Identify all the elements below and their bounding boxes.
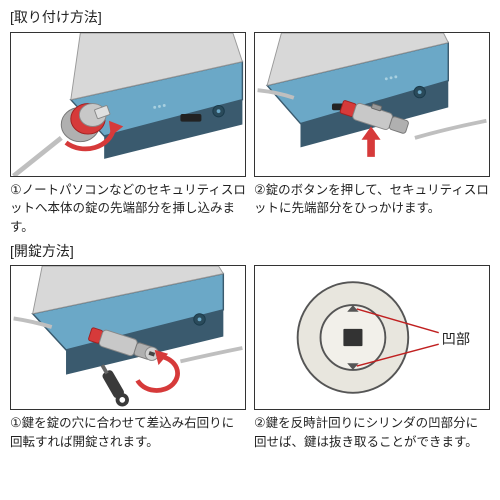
text-1-1: ノートパソコンなどのセキュリティスロットへ本体の錠の先端部分を挿し込みます。 [10, 183, 246, 234]
panel-1-1 [10, 32, 246, 177]
caption-2-1: ①鍵を錠の穴に合わせて差込み右回りに回転すれば開錠されます。 [10, 414, 246, 451]
num-1-1: ① [10, 182, 22, 197]
text-1-2: 錠のボタンを押して、セキュリティスロットに先端部分をひっかけます。 [254, 183, 489, 216]
cell-1-1: ①ノートパソコンなどのセキュリティスロットへ本体の錠の先端部分を挿し込みます。 [10, 32, 246, 236]
section1-row: ①ノートパソコンなどのセキュリティスロットへ本体の錠の先端部分を挿し込みます。 [10, 32, 490, 236]
panel-2-1 [10, 265, 246, 410]
cell-2-1: ①鍵を錠の穴に合わせて差込み右回りに回転すれば開錠されます。 [10, 265, 246, 451]
num-2-1: ① [10, 415, 22, 430]
num-1-2: ② [254, 182, 266, 197]
cell-1-2: ②錠のボタンを押して、セキュリティスロットに先端部分をひっかけます。 [254, 32, 490, 236]
text-2-1: 鍵を錠の穴に合わせて差込み右回りに回転すれば開錠されます。 [10, 416, 234, 449]
cell-2-2: 凹部 ②鍵を反時計回りにシリンダの凹部分に回せば、鍵は抜き取ることができます。 [254, 265, 490, 451]
text-2-2: 鍵を反時計回りにシリンダの凹部分に回せば、鍵は抜き取ることができます。 [254, 416, 478, 449]
num-2-2: ② [254, 415, 266, 430]
panel-2-2: 凹部 [254, 265, 490, 410]
section1-title: [取り付け方法] [10, 8, 490, 28]
caption-1-2: ②錠のボタンを押して、セキュリティスロットに先端部分をひっかけます。 [254, 181, 490, 218]
caption-1-1: ①ノートパソコンなどのセキュリティスロットへ本体の錠の先端部分を挿し込みます。 [10, 181, 246, 236]
panel-1-2 [254, 32, 490, 177]
section2-title: [開錠方法] [10, 242, 490, 262]
caption-2-2: ②鍵を反時計回りにシリンダの凹部分に回せば、鍵は抜き取ることができます。 [254, 414, 490, 451]
recess-label-svg: 凹部 [442, 331, 471, 348]
section2-row: ①鍵を錠の穴に合わせて差込み右回りに回転すれば開錠されます。 凹部 ②鍵を反時計… [10, 265, 490, 451]
